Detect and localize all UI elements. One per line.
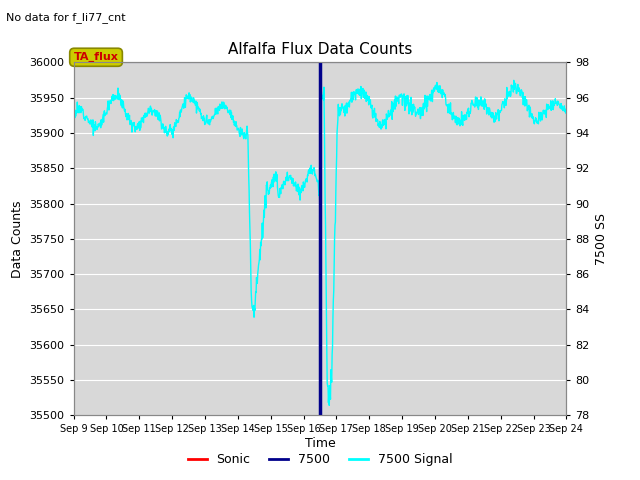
X-axis label: Time: Time bbox=[305, 437, 335, 450]
Legend: Sonic, 7500, 7500 Signal: Sonic, 7500, 7500 Signal bbox=[183, 448, 457, 471]
Y-axis label: Data Counts: Data Counts bbox=[11, 200, 24, 277]
Text: No data for f_li77_cnt: No data for f_li77_cnt bbox=[6, 12, 126, 23]
Text: TA_flux: TA_flux bbox=[74, 52, 118, 62]
Y-axis label: 7500 SS: 7500 SS bbox=[595, 213, 608, 265]
Title: Alfalfa Flux Data Counts: Alfalfa Flux Data Counts bbox=[228, 42, 412, 57]
